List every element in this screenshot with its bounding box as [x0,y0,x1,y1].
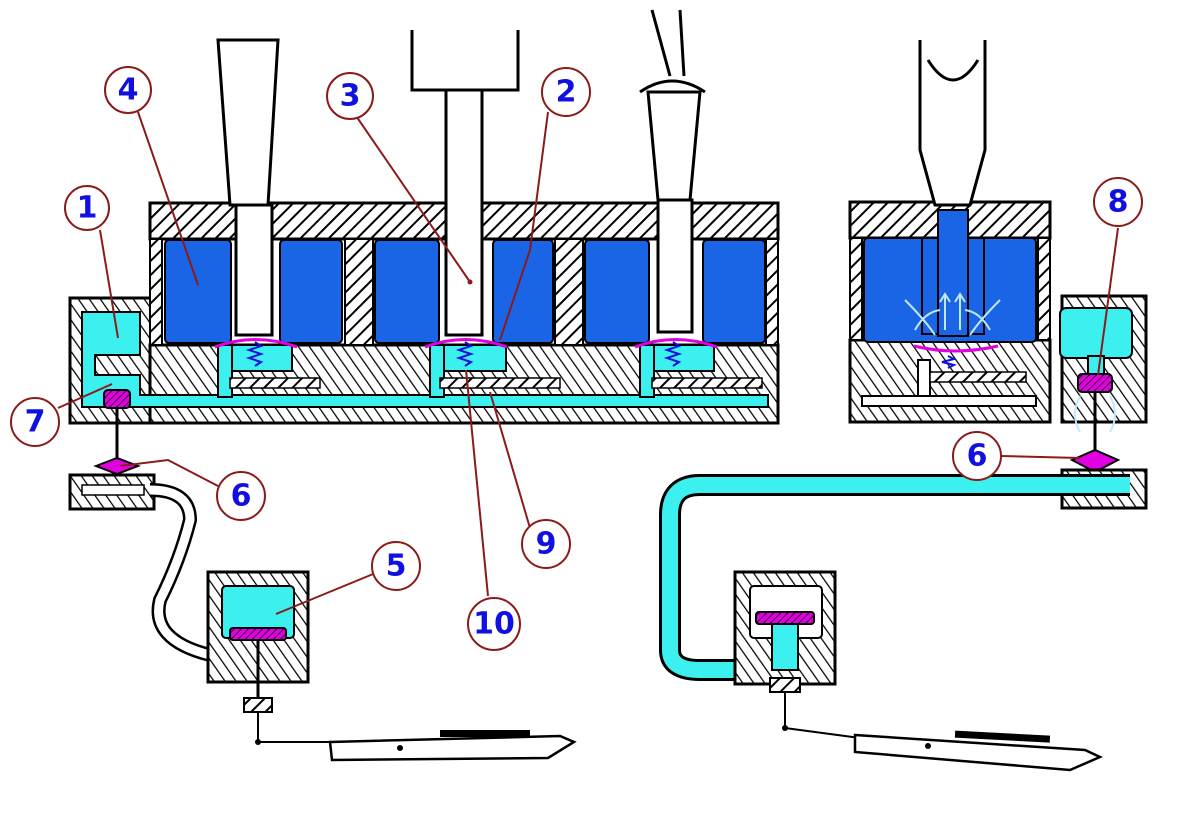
pedal-plunger-icon [328,730,577,762]
chamber-3b [702,239,766,344]
left-lower-linkage [68,456,577,762]
right-fluid-reservoir [1059,307,1133,359]
chamber-1b [279,239,343,344]
chamber-3a [584,239,650,344]
svg-text:6: 6 [231,479,252,514]
chamber-2a [374,239,440,344]
callout-8: 8 [1093,177,1143,227]
left-actuator-rods [216,9,706,337]
pedal-plunger-icon [853,730,1104,772]
callout-10: 10 [467,597,521,651]
leader-lines [57,109,1119,615]
callout-2: 2 [541,67,591,117]
svg-text:1: 1 [77,191,98,226]
seal-8 [1077,373,1113,393]
right-actuator-rod [918,40,987,207]
callout-6a: 6 [216,471,266,521]
callout-7: 7 [10,397,60,447]
svg-text:5: 5 [386,549,407,584]
svg-text:4: 4 [118,73,139,108]
svg-text:7: 7 [25,405,46,440]
flow-arrows-icon [904,292,1001,336]
chamber-1a [164,239,232,344]
right-lower-linkage [659,448,1148,772]
callout-3: 3 [326,72,374,120]
spring-icon [245,341,683,367]
chamber-2b [492,239,554,344]
svg-text:8: 8 [1108,185,1129,220]
svg-text:6: 6 [967,439,988,474]
seal-7 [103,389,131,409]
right-valve-block [848,200,1148,452]
callout-6b: 6 [952,431,1002,481]
valve-seal-icon [214,338,718,349]
callout-9: 9 [521,519,571,569]
svg-text:10: 10 [473,607,515,642]
svg-text:3: 3 [340,79,361,114]
svg-text:9: 9 [536,527,557,562]
callout-4: 4 [104,66,152,114]
cylinder-5-piston [229,627,287,641]
svg-text:2: 2 [556,75,577,110]
callout-5: 5 [371,541,421,591]
left-fluid-channel [81,311,769,408]
callout-1: 1 [64,185,110,231]
